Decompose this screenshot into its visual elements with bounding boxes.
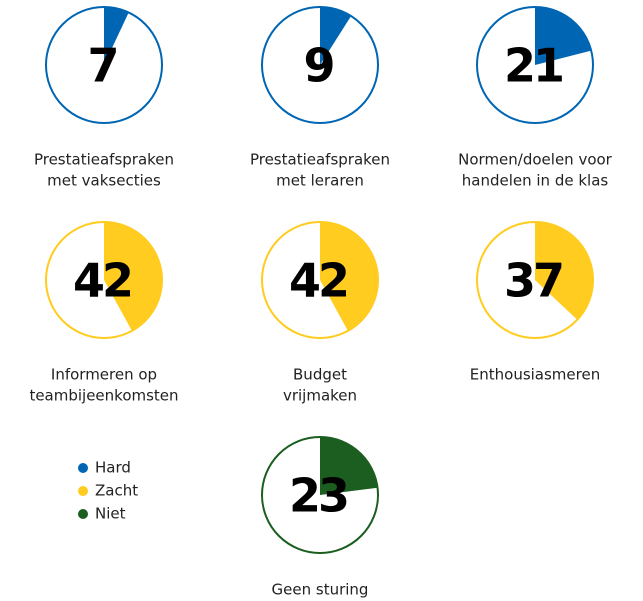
pie-title: Prestatieafspraken xyxy=(34,151,174,169)
pie-slice xyxy=(104,7,129,65)
legend-label: Zacht xyxy=(95,482,138,500)
legend-swatch xyxy=(78,509,88,519)
pie-value: 37 xyxy=(504,254,562,308)
pie-slice xyxy=(535,222,593,320)
pie-value: 42 xyxy=(289,254,347,308)
pie-title: Enthousiasmeren xyxy=(470,366,600,384)
pie-slice xyxy=(104,222,162,331)
pie-title: Geen sturing xyxy=(272,581,369,599)
pie-value: 7 xyxy=(87,39,116,93)
pie-value: 23 xyxy=(289,469,347,523)
pie-value: 42 xyxy=(73,254,131,308)
legend-swatch xyxy=(78,463,88,473)
pie-value: 9 xyxy=(303,39,333,93)
pie-value: 21 xyxy=(504,39,562,93)
pie-title: met vaksecties xyxy=(47,172,161,190)
pie-title: Normen/doelen voor xyxy=(458,151,613,169)
legend-label: Hard xyxy=(95,459,131,477)
pie-slice xyxy=(320,437,378,495)
pie-title: met leraren xyxy=(276,172,364,190)
pie-title: Budget xyxy=(293,366,347,384)
pie-title: teambijeenkomsten xyxy=(29,387,178,405)
pie-title: Informeren op xyxy=(51,366,157,384)
pie-slice xyxy=(535,7,592,65)
legend-swatch xyxy=(78,486,88,496)
legend-label: Niet xyxy=(95,505,126,523)
pie-title: Prestatieafspraken xyxy=(250,151,390,169)
pie-slice xyxy=(320,7,352,65)
pie-title: handelen in de klas xyxy=(462,172,609,190)
pie-slice xyxy=(320,222,378,331)
pie-title: vrijmaken xyxy=(283,387,357,405)
